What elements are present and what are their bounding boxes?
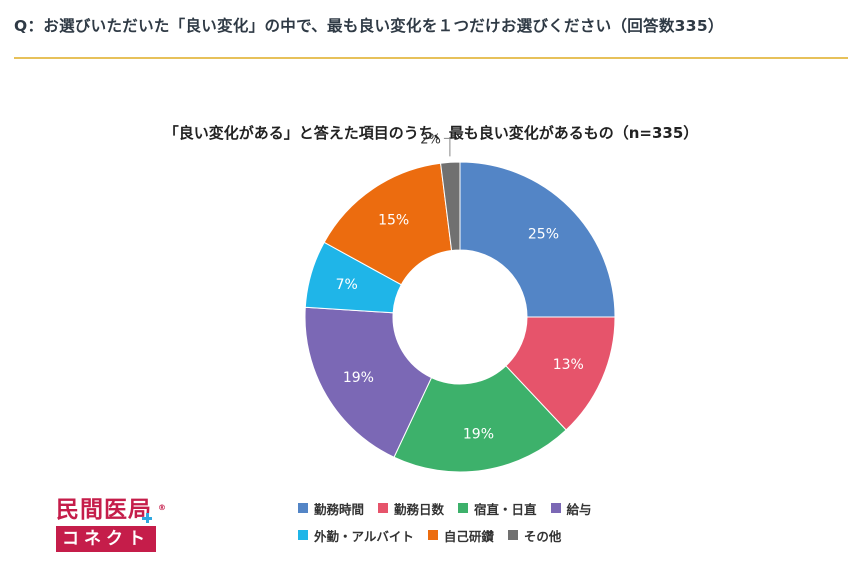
data-label: 7% bbox=[336, 277, 358, 293]
legend-item-salary: 給与 bbox=[550, 499, 592, 518]
header-divider bbox=[14, 57, 848, 59]
legend-item-work-hours: 勤務時間 bbox=[298, 499, 364, 518]
legend-item-other: その他 bbox=[507, 526, 562, 545]
logo-line1: 民間医局 bbox=[56, 497, 152, 523]
logo-wordmark: 民間医局 ® bbox=[56, 496, 167, 524]
data-label: 25% bbox=[528, 227, 559, 243]
donut-slice-2 bbox=[393, 365, 567, 473]
legend-swatch bbox=[298, 530, 308, 540]
legend-swatch bbox=[550, 503, 561, 513]
medical-cross-icon bbox=[142, 513, 152, 523]
legend-label: 勤務時間 bbox=[314, 501, 365, 517]
donut-labels: 25% 13% 19% 19% 7% 15% 2% bbox=[336, 132, 584, 442]
legend-swatch bbox=[298, 503, 308, 513]
data-label: 19% bbox=[463, 427, 494, 443]
question-text: Q：お選びいただいた「良い変化」の中で、最も良い変化を１つだけお選びください（回… bbox=[14, 17, 724, 35]
legend-label: 自己研鑽 bbox=[443, 528, 494, 544]
data-label: 15% bbox=[378, 212, 409, 228]
donut-slice-0 bbox=[459, 161, 616, 318]
data-label: 13% bbox=[553, 357, 584, 373]
legend-swatch bbox=[427, 530, 438, 540]
logo-line2: コネクト bbox=[56, 526, 156, 552]
donut-slice-5 bbox=[323, 162, 453, 286]
donut-slice-3 bbox=[304, 306, 433, 458]
legend-label: その他 bbox=[523, 528, 562, 544]
legend-row-1: 勤務時間 勤務日数 宿直・日直 給与 bbox=[298, 499, 678, 517]
data-label: 2% bbox=[420, 132, 441, 147]
legend-swatch bbox=[458, 503, 469, 513]
legend-label: 外勤・アルバイト bbox=[314, 528, 414, 544]
legend-item-night-day-duty: 宿直・日直 bbox=[458, 499, 537, 518]
chart-title: 「良い変化がある」と答えた項目のうち、最も良い変化があるもの（n=335） bbox=[163, 124, 699, 142]
legend-item-self-improvement: 自己研鑽 bbox=[427, 526, 494, 545]
legend-label: 勤務日数 bbox=[394, 501, 445, 517]
legend-label: 給与 bbox=[566, 501, 592, 517]
legend-item-work-days: 勤務日数 bbox=[378, 499, 444, 518]
chart-legend: 勤務時間 勤務日数 宿直・日直 給与 外勤・アルバイト 自己研鑽 その他 bbox=[298, 499, 678, 553]
legend-swatch bbox=[507, 530, 518, 540]
leader-line bbox=[443, 137, 451, 157]
legend-swatch bbox=[378, 503, 389, 513]
brand-logo[interactable]: 民間医局 ® コネクト bbox=[56, 496, 167, 552]
legend-label: 宿直・日直 bbox=[474, 501, 537, 517]
legend-row-2: 外勤・アルバイト 自己研鑽 その他 bbox=[298, 526, 678, 544]
donut-slice-6 bbox=[440, 161, 461, 252]
donut-slices bbox=[304, 161, 616, 473]
legend-item-outside-work: 外勤・アルバイト bbox=[298, 526, 414, 545]
registered-mark: ® bbox=[158, 503, 167, 512]
data-label: 19% bbox=[343, 370, 374, 386]
